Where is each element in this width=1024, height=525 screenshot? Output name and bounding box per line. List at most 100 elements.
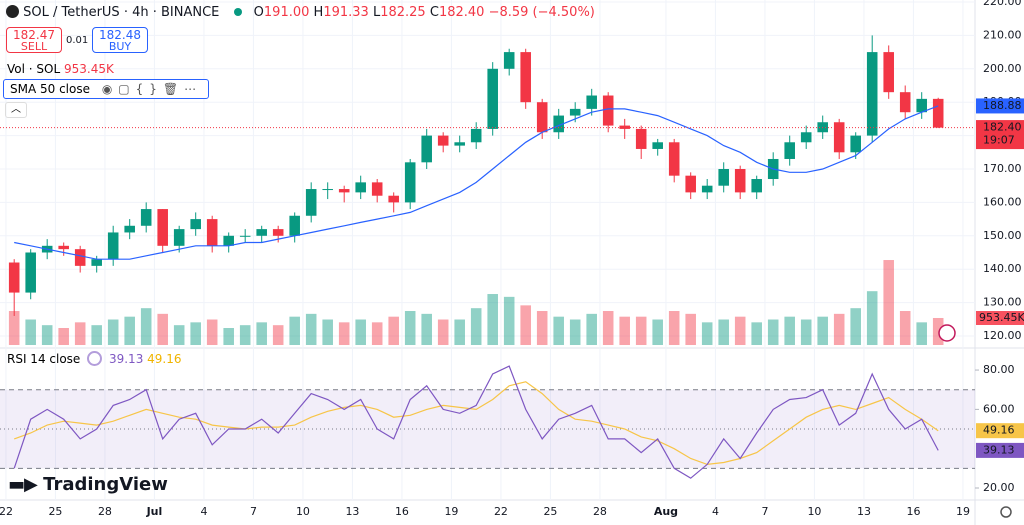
volume-bar	[751, 322, 762, 345]
candle-body	[602, 95, 614, 126]
x-tick-label: 22	[494, 505, 508, 518]
volume-bar	[503, 296, 515, 345]
candle-body	[239, 235, 251, 237]
volume-bar	[866, 291, 878, 345]
candle-body	[454, 142, 465, 146]
y-tick-label: 130.00	[983, 296, 1022, 309]
y-tick-label: 150.00	[983, 229, 1022, 242]
sell-price: 182.47	[13, 28, 55, 42]
candle-body	[718, 168, 729, 186]
candle-body	[140, 209, 152, 226]
candle-body	[866, 52, 878, 136]
volume-bar	[223, 328, 234, 345]
candle-body	[223, 235, 234, 246]
candle-body	[338, 189, 350, 193]
ohlc-key: C	[429, 5, 439, 20]
candle-body	[784, 142, 795, 159]
candle-body	[685, 175, 696, 193]
candle-body	[487, 68, 498, 129]
candle-body	[190, 219, 201, 230]
x-tick-label: 25	[48, 505, 62, 518]
candle-body	[635, 128, 647, 149]
ohlc-key: L	[372, 5, 381, 20]
x-tick-label: 28	[593, 505, 607, 518]
candle-body	[553, 115, 564, 133]
volume-bar	[800, 319, 812, 345]
candle-body	[74, 249, 86, 266]
volume-bar	[470, 308, 482, 345]
rsi-ma-badge-label: 49.16	[983, 424, 1015, 437]
volume-badge	[976, 310, 1024, 325]
volume-bar	[701, 322, 713, 345]
candle-body	[569, 108, 581, 116]
candle-body	[503, 52, 515, 69]
rsi-legend: RSI 14 close 39.13 49.16	[7, 351, 182, 366]
volume-bar	[322, 319, 333, 345]
candle-body	[206, 219, 218, 246]
candle-body	[437, 135, 449, 146]
legend-tools[interactable]: ◉▢{}🗑⋯	[101, 82, 203, 96]
y-tick-label: 200.00	[983, 62, 1022, 75]
volume-bar	[239, 325, 251, 345]
volume-bar	[289, 316, 300, 345]
candle-body	[305, 189, 317, 216]
volume-bar	[305, 313, 317, 345]
volume-bar	[553, 316, 564, 345]
candle-body	[91, 259, 102, 266]
volume-bar	[206, 319, 218, 345]
volume-bar	[355, 319, 366, 345]
sell-button[interactable]: 182.47 SELL	[6, 27, 62, 53]
buy-label: BUY	[108, 40, 132, 53]
logo: ▬▶ TradingView	[8, 474, 168, 495]
y-tick-label: 160.00	[983, 195, 1022, 208]
volume-bar	[58, 328, 69, 345]
volume-bar	[107, 319, 119, 345]
candle-body	[388, 195, 399, 203]
candle-body	[536, 102, 548, 133]
header: SOL / TetherUS · 4h · BINANCE O191.00 H1…	[6, 5, 595, 20]
rsi-ma-badge	[976, 423, 1024, 439]
volume-bar	[619, 316, 630, 345]
rsi-legend-label: RSI 14 close	[7, 352, 81, 366]
volume-bar	[685, 313, 696, 345]
rsi-legend-value: 39.13	[108, 352, 144, 366]
x-tick-label: 7	[761, 505, 768, 518]
candle-body	[8, 262, 20, 293]
candle-body	[883, 52, 894, 93]
volume-bar	[569, 319, 581, 345]
candle-body	[107, 232, 119, 260]
volume-bar	[784, 316, 795, 345]
ohlc-value: 191.00	[263, 5, 310, 20]
volume-bar	[734, 316, 746, 345]
volume-bar	[8, 311, 20, 345]
x-tick-label: 7	[250, 505, 257, 518]
candle-body	[371, 182, 383, 196]
volume-bar	[190, 322, 201, 345]
x-tick-label: 4	[200, 505, 207, 518]
buy-button[interactable]: 182.48 BUY	[92, 27, 148, 53]
y-tick-label: 120.00	[983, 329, 1022, 342]
sell-label: SELL	[20, 40, 48, 53]
volume-bar	[256, 322, 267, 345]
y-tick-label: 210.00	[983, 28, 1022, 41]
symbol-icon	[6, 5, 19, 18]
rsi-line	[13, 365, 939, 479]
candle-body	[734, 168, 746, 193]
candle-body	[520, 52, 531, 103]
change: −8.59 (−4.50%)	[488, 5, 595, 20]
volume-bar	[586, 313, 597, 345]
sma-line	[14, 105, 939, 260]
rsi-tick-label: 60.00	[983, 402, 1015, 415]
candle-body	[421, 135, 432, 163]
logo-mark: ▬▶	[8, 474, 38, 495]
settings-icon	[1000, 506, 1012, 518]
candle-body	[355, 182, 366, 193]
sma-legend[interactable]: SMA 50 close ◉▢{}🗑⋯	[3, 79, 210, 99]
candle-body	[932, 98, 944, 128]
rsi-badge-label: 39.13	[983, 443, 1015, 456]
x-tick-label: 19	[956, 505, 970, 518]
collapse-button[interactable]: ︿	[5, 102, 27, 118]
candle-body	[470, 128, 482, 143]
volume-bar	[338, 322, 350, 345]
